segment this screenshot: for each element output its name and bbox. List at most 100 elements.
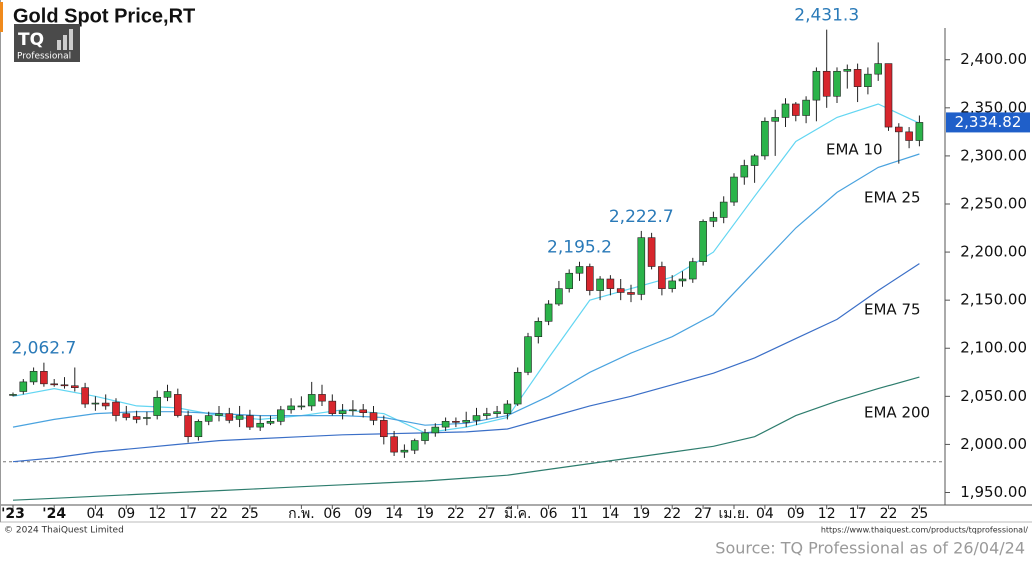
candle-body: [359, 409, 368, 413]
candle-body: [503, 403, 512, 414]
candle-body: [29, 371, 38, 383]
x-tick-label: 12: [818, 506, 836, 522]
source-note: Source: TQ Professional as of 26/04/24: [715, 539, 1025, 558]
candle-body: [843, 69, 852, 72]
candle-body: [452, 421, 460, 423]
candle-body: [668, 280, 677, 289]
candle-body: [894, 126, 903, 133]
x-tick-label: 25: [241, 506, 259, 522]
candle-body: [791, 103, 800, 116]
x-tick-label: มี.ค.: [504, 506, 532, 522]
x-tick-label: 06: [540, 506, 558, 522]
candle-body: [678, 278, 687, 282]
candle-body: [874, 63, 883, 75]
candle-body: [60, 384, 69, 387]
candle-body: [884, 63, 893, 128]
candle-body: [647, 237, 656, 267]
candle-body: [761, 120, 769, 157]
candle-body: [585, 266, 594, 291]
candle-body: [349, 409, 357, 412]
candle-body: [91, 402, 100, 405]
y-tick-label: 1,950.00: [960, 483, 1027, 501]
candle-body: [822, 70, 831, 97]
candle-body: [730, 176, 738, 203]
candle-body: [390, 436, 398, 453]
candle-body: [379, 420, 388, 438]
candle-body: [225, 413, 234, 421]
candle-body: [482, 413, 491, 416]
candle-body: [699, 221, 707, 262]
candle-body: [153, 396, 161, 416]
ema-line: [12, 263, 920, 463]
candle-body: [215, 413, 223, 416]
x-tick-label: 19: [416, 506, 434, 522]
x-tick-label: 22: [663, 506, 681, 522]
candle-body: [112, 401, 120, 416]
candle-body: [472, 415, 481, 421]
x-tick-label: 14: [385, 506, 403, 522]
candle-body: [575, 266, 584, 274]
y-tick-label: 2,250.00: [960, 194, 1027, 212]
logo: TQ Professional: [14, 24, 80, 62]
candle-body: [555, 288, 563, 305]
y-tick-label: 2,400.00: [960, 50, 1027, 68]
candle-body: [297, 405, 306, 408]
date-bar: [0, 505, 945, 522]
candle-body: [524, 336, 532, 373]
logo-bar: [63, 35, 67, 50]
candle-body: [266, 421, 275, 424]
y-tick-label: 2,350.00: [960, 98, 1027, 116]
candle-body: [328, 400, 337, 414]
candle-body: [9, 394, 17, 396]
candle-body: [132, 416, 141, 420]
x-tick-label: 09: [787, 506, 805, 522]
x-tick-label: 04: [756, 506, 774, 522]
y-tick-label: 2,050.00: [960, 387, 1027, 405]
candle-body: [905, 131, 913, 141]
annotation: 2,431.3: [794, 6, 859, 26]
candle-body: [163, 391, 172, 398]
candle-body: [410, 440, 419, 451]
x-tick-label: 17: [179, 506, 197, 522]
candle-body: [71, 385, 79, 388]
candle-body: [143, 417, 151, 419]
candle-body: [616, 288, 625, 293]
series-label: EMA 75: [864, 301, 921, 319]
candle-body: [719, 201, 728, 218]
x-tick-label: 17: [849, 506, 867, 522]
x-tick-label: 22: [880, 506, 898, 522]
candle-body: [101, 402, 110, 407]
candle-body: [256, 422, 265, 428]
candle-body: [81, 387, 89, 405]
candle-body: [318, 394, 326, 402]
series-label: EMA 10: [826, 141, 883, 159]
candle-body: [802, 99, 810, 116]
x-tick-label: 06: [323, 506, 341, 522]
logo-bar: [69, 29, 73, 50]
candle-body: [833, 70, 841, 97]
x-tick-label: '24: [42, 506, 66, 522]
x-tick-label: 25: [910, 506, 928, 522]
x-tick-label: 19: [632, 506, 650, 522]
candle-body: [915, 122, 924, 141]
candle-body: [513, 371, 522, 405]
last-price-box: [946, 112, 1030, 133]
x-tick-label: เม.ย.: [718, 506, 749, 522]
x-tick-label: 22: [210, 506, 228, 522]
candle-body: [771, 117, 780, 122]
candle-body: [627, 292, 635, 295]
candle-body: [853, 69, 862, 87]
x-tick-label: 09: [117, 506, 135, 522]
y-tick-label: 2,000.00: [960, 435, 1027, 453]
x-tick-label: 09: [354, 506, 372, 522]
candle-body: [421, 432, 429, 441]
series-label: EMA 25: [864, 189, 921, 207]
candle-body: [307, 394, 316, 407]
candle-body: [534, 321, 543, 338]
candle-body: [369, 412, 378, 421]
candle-body: [400, 449, 409, 453]
title-accent: [0, 2, 3, 32]
candle-body: [781, 103, 790, 118]
x-tick-label: ก.พ.: [288, 506, 315, 522]
